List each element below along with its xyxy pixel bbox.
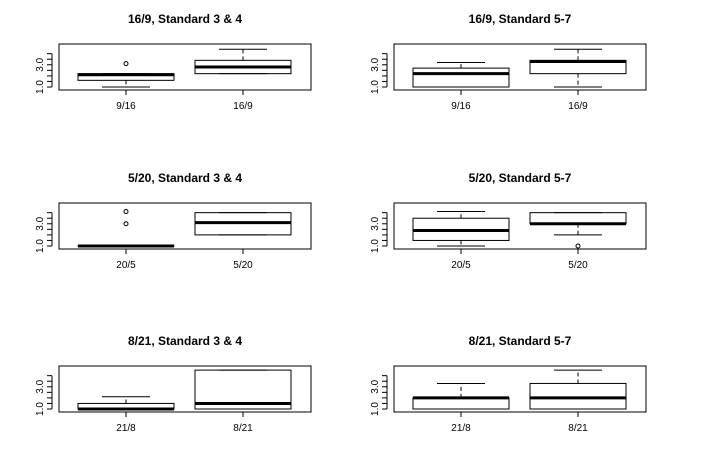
y-tick-label: 3.0 [370, 379, 381, 393]
chart-title: 8/21, Standard 3 & 4 [128, 334, 242, 348]
box [194, 48, 292, 75]
y-tick-label: 3.0 [35, 379, 46, 393]
outlier-point [123, 61, 129, 67]
box [194, 369, 292, 410]
chart-panel: 8/21, Standard 5-7 1.0 3.0 21/8 8/21 [370, 334, 647, 434]
chart-title: 16/9, Standard 3 & 4 [128, 12, 242, 26]
x-tick-label: 9/16 [451, 101, 471, 112]
y-tick-label: 1.0 [370, 239, 381, 253]
x-tick-label: 21/8 [451, 423, 471, 434]
chart-panel: 16/9, Standard 5-7 1.0 3.0 9/16 16/9 [370, 12, 647, 112]
box-iqr [529, 212, 627, 225]
x-tick-label: 8/21 [568, 423, 588, 434]
outlier-point [123, 209, 129, 215]
outlier-point [123, 221, 129, 227]
chart-title: 5/20, Standard 3 & 4 [128, 171, 242, 185]
y-tick-label: 3.0 [370, 216, 381, 230]
plot-frame [58, 202, 312, 250]
plot-frame [393, 43, 647, 91]
box [77, 209, 175, 248]
chart-panel: 5/20, Standard 3 & 4 1.0 3.0 20/5 5/20 [35, 171, 312, 271]
box [412, 211, 510, 247]
x-tick-label: 20/5 [451, 260, 471, 271]
box [529, 369, 627, 410]
box [412, 382, 510, 410]
y-tick-label: 1.0 [35, 80, 46, 94]
x-tick-label: 5/20 [233, 260, 253, 271]
x-tick-label: 21/8 [116, 423, 136, 434]
x-tick-label: 9/16 [116, 101, 136, 112]
y-tick-label: 3.0 [35, 57, 46, 71]
box-iqr [529, 382, 627, 410]
box [77, 61, 175, 88]
x-tick-label: 5/20 [568, 260, 588, 271]
box-iqr [412, 397, 510, 410]
x-tick-label: 16/9 [233, 101, 253, 112]
chart-title: 8/21, Standard 5-7 [469, 334, 572, 348]
box [194, 212, 292, 236]
box [77, 396, 175, 411]
y-tick-label: 1.0 [35, 402, 46, 416]
chart-panel: 16/9, Standard 3 & 4 1.0 3.0 9/16 16/9 [35, 12, 312, 112]
chart-panel: 5/20, Standard 5-7 1.0 3.0 20/5 5/20 [370, 171, 647, 271]
y-tick-label: 3.0 [370, 57, 381, 71]
plot-frame [58, 365, 312, 413]
plot-frame [393, 202, 647, 250]
x-tick-label: 8/21 [233, 423, 253, 434]
chart-title: 5/20, Standard 5-7 [469, 171, 572, 185]
box [529, 212, 627, 249]
x-tick-label: 16/9 [568, 101, 588, 112]
box [412, 62, 510, 88]
y-tick-label: 3.0 [35, 216, 46, 230]
chart-title: 16/9, Standard 5-7 [469, 12, 572, 26]
chart-panel: 8/21, Standard 3 & 4 1.0 3.0 21/8 8/21 [35, 334, 312, 434]
y-tick-label: 1.0 [35, 239, 46, 253]
x-tick-label: 20/5 [116, 260, 136, 271]
box [529, 48, 627, 88]
outlier-point [575, 243, 581, 249]
y-tick-label: 1.0 [370, 402, 381, 416]
y-tick-label: 1.0 [370, 80, 381, 94]
box-iqr [412, 67, 510, 88]
plot-frame [393, 365, 647, 413]
